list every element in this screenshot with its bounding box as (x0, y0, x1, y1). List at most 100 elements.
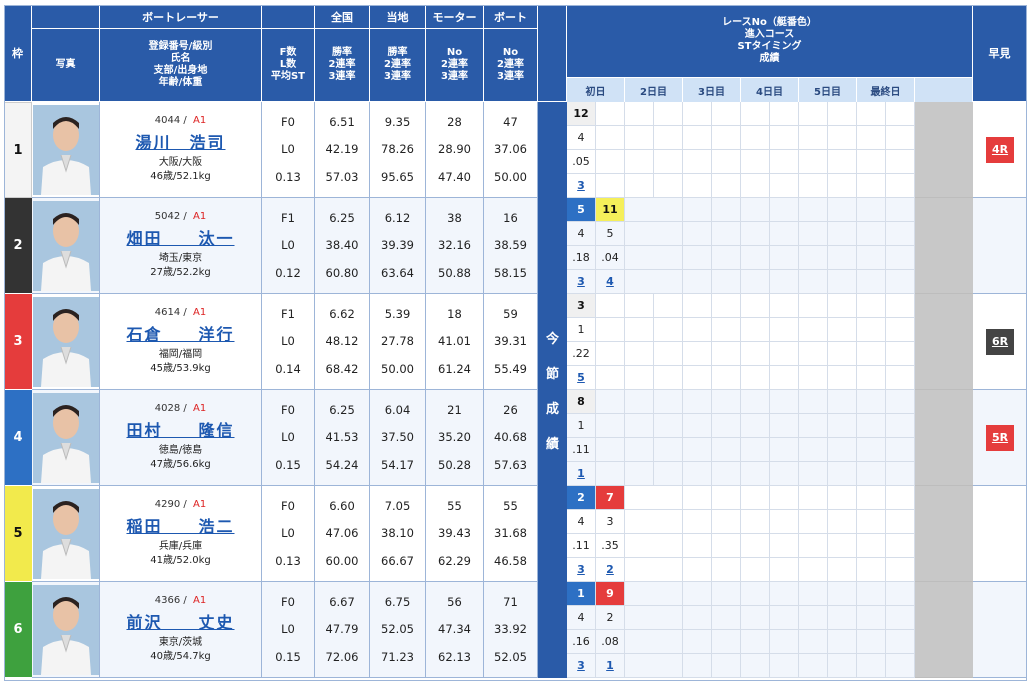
lane-number-label: 6 (13, 622, 23, 637)
stat-local-value: 52.05 (381, 622, 414, 637)
result-cell-empty (828, 510, 857, 534)
result-cell (741, 462, 770, 486)
racer-branch: 兵庫/兵庫 (158, 540, 203, 552)
stat-national-value: 72.06 (325, 650, 359, 665)
racer-name-link[interactable]: 前沢 丈史 (126, 612, 235, 632)
day-tab[interactable]: 最終日 (857, 78, 915, 102)
stat-local-value: 66.67 (381, 554, 414, 569)
racer-age-weight: 41歳/52.0kg (150, 555, 211, 566)
stat-national-value: 60.80 (325, 266, 359, 281)
result-finish-link[interactable]: 2 (596, 558, 625, 582)
result-finish-link[interactable]: 3 (567, 654, 596, 678)
stat-f: F1 (281, 210, 295, 225)
stat-boat-value: 58.15 (494, 266, 527, 281)
result-cell-empty (886, 270, 915, 294)
day-tab-label: 5日目 (814, 86, 841, 98)
result-st: .22 (572, 347, 590, 360)
result-cell (857, 318, 886, 342)
result-race-no: 2 (567, 486, 596, 510)
reg-number: 4614 (154, 306, 181, 318)
result-cell-empty (712, 342, 741, 366)
result-finish-link[interactable]: 3 (567, 174, 596, 198)
result-finish-link[interactable]: 3 (567, 270, 596, 294)
result-finish-link[interactable]: 1 (596, 654, 625, 678)
stat-motor-value: 50.88 (438, 266, 471, 281)
result-finish: 4 (606, 275, 614, 288)
racer-name-link[interactable]: 石倉 洋行 (126, 324, 235, 344)
result-cell-empty (886, 606, 915, 630)
result-cell (857, 438, 886, 462)
header-sub-line: 2連率 (441, 59, 468, 70)
result-race: 12 (573, 107, 589, 120)
result-cell (857, 582, 886, 606)
result-cell-empty (770, 558, 799, 582)
result-cell-empty (596, 318, 625, 342)
stat-st: 0.15 (275, 458, 301, 473)
result-cell-empty (712, 126, 741, 150)
result-finish-link[interactable]: 3 (567, 558, 596, 582)
result-cell-empty (828, 294, 857, 318)
early-race-link[interactable]: 4R (986, 136, 1014, 163)
gray-spacer (915, 198, 973, 294)
result-cell: 4 (567, 510, 596, 534)
result-cell-empty (886, 438, 915, 462)
racer-name-link[interactable]: 湯川 浩司 (135, 132, 226, 152)
result-cell-empty (596, 342, 625, 366)
result-cell (857, 510, 886, 534)
result-finish-link[interactable]: 4 (596, 270, 625, 294)
result-cell-empty (654, 462, 683, 486)
day-tab[interactable]: 4日目 (741, 78, 799, 102)
header-early-label: 早見 (988, 47, 1011, 60)
racer-name-link[interactable]: 畑田 汰一 (126, 228, 235, 248)
day-tab[interactable]: 3日目 (683, 78, 741, 102)
racer-name-link[interactable]: 稲田 浩二 (126, 516, 235, 536)
result-cell (857, 366, 886, 390)
result-race-no: 8 (567, 390, 596, 414)
result-cell-empty (886, 198, 915, 222)
result-cell-empty (828, 318, 857, 342)
result-cell-empty (625, 198, 683, 222)
result-cell (857, 102, 886, 126)
result-cell-empty (712, 174, 741, 198)
early-race-link[interactable]: 5R (986, 424, 1014, 451)
header-race-info-line: レースNo（艇番色） (722, 17, 817, 28)
early-cell: 4R (973, 102, 1027, 198)
result-cell-empty (886, 222, 915, 246)
result-cell-empty (886, 294, 915, 318)
header-sub-line: 3連率 (328, 71, 356, 82)
stat-local-value: 9.35 (384, 114, 411, 129)
result-cell (857, 222, 886, 246)
day-tab[interactable]: 5日目 (799, 78, 857, 102)
result-race-no: 3 (567, 294, 596, 318)
result-cell-empty (625, 222, 683, 246)
day-tab[interactable]: 初日 (567, 78, 625, 102)
result-cell (857, 342, 886, 366)
stat-motor-value: 56 (447, 594, 462, 609)
day-tab[interactable]: 2日目 (625, 78, 683, 102)
result-cell (799, 462, 828, 486)
result-course: 4 (577, 611, 585, 624)
result-finish: 1 (606, 659, 614, 672)
result-finish-link[interactable]: 5 (567, 366, 596, 390)
result-cell-empty (770, 486, 799, 510)
result-cell: 1 (567, 414, 596, 438)
day-tab[interactable] (915, 78, 973, 102)
stat-boat-value: 33.92 (494, 622, 527, 637)
racer-name-link[interactable]: 田村 隆信 (126, 420, 235, 440)
result-cell (799, 126, 828, 150)
result-finish-link[interactable]: 1 (567, 462, 596, 486)
stat-local-value: 63.64 (381, 266, 414, 281)
header-sub-line: 3連率 (384, 71, 411, 82)
result-cell (741, 102, 770, 126)
stat-l: L0 (281, 430, 295, 445)
stat-boat-value: 50.00 (494, 170, 527, 185)
early-race-link[interactable]: 6R (986, 328, 1014, 355)
avatar (32, 392, 99, 483)
result-cell-empty (828, 222, 857, 246)
avatar (32, 584, 99, 675)
result-cell (857, 126, 886, 150)
racer-branch: 福岡/福岡 (158, 348, 203, 360)
result-course: 5 (606, 227, 614, 240)
result-cell-empty (828, 246, 857, 270)
reg-sep: / (180, 594, 190, 606)
